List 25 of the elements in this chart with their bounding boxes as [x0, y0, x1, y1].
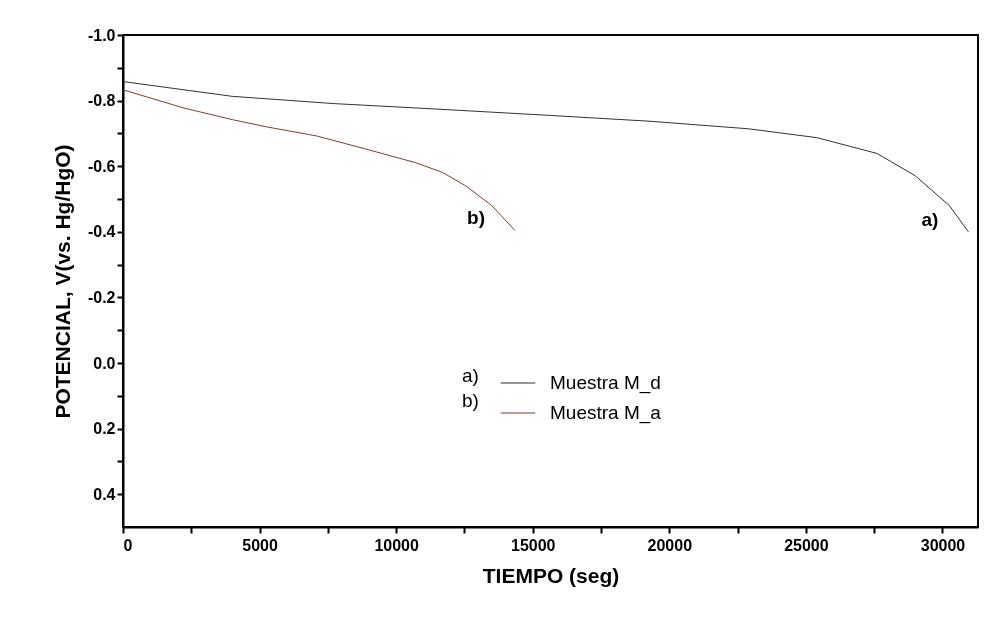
legend-label: Muestra M_a — [550, 402, 662, 424]
x-tick-label: 10000 — [374, 536, 420, 554]
annotation: b) — [462, 390, 479, 411]
x-tick-label: 5000 — [242, 536, 278, 554]
annotation: a) — [921, 208, 939, 230]
y-tick-label: -0.4 — [87, 223, 116, 241]
x-tick-label: 0 — [123, 536, 133, 554]
y-axis-title: POTENCIAL, V(vs. Hg/HgO) — [50, 144, 74, 419]
x-tick-label: 30000 — [920, 536, 966, 554]
y-tick-label: 0.4 — [93, 485, 116, 503]
y-tick-label: 0.0 — [93, 354, 116, 372]
y-tick-label: -0.8 — [87, 92, 116, 110]
legend-label: Muestra M_d — [550, 372, 661, 394]
x-tick-label: 25000 — [784, 536, 829, 554]
x-tick-label: 20000 — [647, 536, 693, 554]
line-series — [122, 89, 516, 231]
y-tick-label: -0.6 — [87, 157, 116, 175]
annotation: a) — [462, 365, 479, 386]
annotation: b) — [467, 207, 485, 229]
y-tick-label: -0.2 — [87, 288, 116, 306]
x-tick-label: 15000 — [510, 536, 556, 554]
y-tick-label: 0.2 — [93, 420, 116, 438]
x-axis-title: TIEMPO (seg) — [482, 563, 620, 587]
line-series — [122, 81, 969, 233]
y-tick-label: -1.0 — [87, 26, 116, 44]
